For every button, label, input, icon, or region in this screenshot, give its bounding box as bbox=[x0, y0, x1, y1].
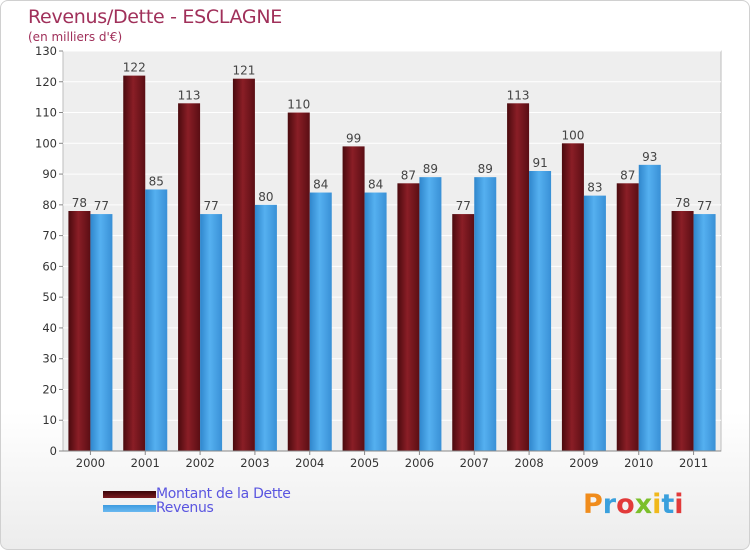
logo-letter: i bbox=[652, 489, 662, 520]
logo-letter: o bbox=[616, 489, 635, 520]
bar-revenus bbox=[364, 192, 387, 452]
x-tick-label: 2002 bbox=[185, 456, 214, 470]
y-tick-label: 30 bbox=[42, 352, 57, 366]
logo-letter: i bbox=[674, 489, 684, 520]
x-tick-label: 2008 bbox=[514, 456, 543, 470]
bar-revenus bbox=[638, 164, 661, 451]
chart-subtitle: (en milliers d'€) bbox=[28, 30, 123, 44]
bar-dette bbox=[232, 78, 255, 451]
x-tick-label: 2010 bbox=[624, 456, 653, 470]
data-label-dette: 77 bbox=[456, 199, 471, 213]
proxiti-logo: Proxiti bbox=[583, 489, 684, 520]
bar-revenus bbox=[583, 195, 606, 451]
data-label-revenus: 91 bbox=[532, 156, 547, 170]
data-label-revenus: 84 bbox=[368, 178, 383, 192]
data-label-revenus: 80 bbox=[258, 190, 273, 204]
y-tick-label: 70 bbox=[42, 229, 57, 243]
bar-revenus bbox=[693, 214, 716, 451]
y-tick-label: 110 bbox=[35, 106, 57, 120]
y-tick-label: 120 bbox=[35, 75, 57, 89]
data-label-dette: 122 bbox=[123, 61, 146, 75]
data-label-revenus: 93 bbox=[642, 150, 657, 164]
x-tick-label: 2005 bbox=[350, 456, 379, 470]
bar-dette bbox=[178, 103, 201, 452]
data-label-dette: 100 bbox=[561, 128, 584, 142]
bar-revenus bbox=[90, 214, 113, 451]
legend-swatch-debt bbox=[103, 491, 156, 498]
logo-letter: P bbox=[583, 489, 603, 520]
data-label-dette: 113 bbox=[178, 88, 201, 102]
data-label-dette: 78 bbox=[675, 196, 690, 210]
data-label-revenus: 77 bbox=[203, 199, 218, 213]
x-tick-label: 2007 bbox=[460, 456, 489, 470]
x-tick-label: 2000 bbox=[76, 456, 105, 470]
bar-dette bbox=[123, 75, 146, 451]
bar-dette bbox=[671, 211, 694, 451]
data-label-revenus: 83 bbox=[587, 181, 602, 195]
x-tick-label: 2006 bbox=[405, 456, 434, 470]
bar-revenus bbox=[474, 177, 497, 451]
data-label-revenus: 89 bbox=[478, 162, 493, 176]
bar-revenus bbox=[419, 177, 442, 451]
bar-dette bbox=[507, 103, 530, 452]
y-tick-label: 80 bbox=[42, 198, 57, 212]
legend-label-debt: Montant de la Dette bbox=[156, 486, 291, 502]
data-label-dette: 99 bbox=[346, 131, 361, 145]
bar-dette bbox=[616, 183, 639, 452]
bar-dette bbox=[342, 146, 365, 451]
data-labels: 78 77 122 85 113 77 121 80 110 84 99 84 87 89 77 89 113 9… bbox=[72, 61, 712, 213]
data-label-revenus: 77 bbox=[697, 199, 712, 213]
plot-area bbox=[62, 50, 722, 452]
bar-dette bbox=[561, 143, 584, 452]
y-tick-label: 130 bbox=[35, 44, 57, 58]
x-tick-label: 2003 bbox=[240, 456, 269, 470]
logo-letter: x bbox=[634, 489, 653, 520]
bar-revenus bbox=[200, 214, 223, 451]
data-label-revenus: 85 bbox=[149, 174, 164, 188]
data-label-dette: 113 bbox=[507, 88, 530, 102]
logo-letter: r bbox=[602, 489, 617, 520]
x-tick-label: 2001 bbox=[131, 456, 160, 470]
y-tick-label: 60 bbox=[42, 259, 57, 273]
data-label-dette: 78 bbox=[72, 196, 87, 210]
x-axis-ticks: 2000 2001 2002 2003 2004 2005 2006 2007 2008 2009… bbox=[63, 450, 721, 470]
grid-lines bbox=[62, 50, 722, 452]
bar-dette bbox=[287, 112, 310, 452]
bar-revenus bbox=[529, 171, 552, 451]
data-label-dette: 121 bbox=[232, 64, 255, 78]
bar-revenus bbox=[309, 192, 332, 452]
legend-swatch-revenus bbox=[103, 505, 156, 512]
y-tick-label: 50 bbox=[42, 290, 57, 304]
y-tick-label: 100 bbox=[35, 136, 57, 150]
data-label-revenus: 89 bbox=[423, 162, 438, 176]
y-tick-label: 10 bbox=[42, 413, 57, 427]
data-label-revenus: 84 bbox=[313, 178, 328, 192]
x-tick-label: 2011 bbox=[679, 456, 708, 470]
x-tick-label: 2009 bbox=[569, 456, 598, 470]
y-axis-ticks: 0 10 20 30 40 50 60 70 80 90 100 110 120 130 bbox=[35, 44, 63, 458]
bar-dette bbox=[68, 211, 91, 451]
y-tick-label: 90 bbox=[42, 167, 57, 181]
bar-dette bbox=[452, 214, 475, 451]
bar-dette bbox=[397, 183, 420, 452]
data-label-revenus: 77 bbox=[94, 199, 109, 213]
y-tick-label: 20 bbox=[42, 382, 57, 396]
x-tick-label: 2004 bbox=[295, 456, 324, 470]
data-label-dette: 87 bbox=[620, 168, 635, 182]
data-label-dette: 110 bbox=[287, 98, 310, 112]
logo-letter: t bbox=[661, 489, 675, 520]
y-tick-label: 0 bbox=[50, 444, 57, 458]
bar-revenus bbox=[145, 189, 168, 451]
y-tick-label: 40 bbox=[42, 321, 57, 335]
legend-label-revenus: Revenus bbox=[156, 500, 214, 516]
bar-revenus bbox=[254, 204, 277, 451]
chart-title: Revenus/Dette - ESCLAGNE bbox=[28, 6, 282, 28]
bars bbox=[68, 75, 716, 452]
data-label-dette: 87 bbox=[401, 168, 416, 182]
